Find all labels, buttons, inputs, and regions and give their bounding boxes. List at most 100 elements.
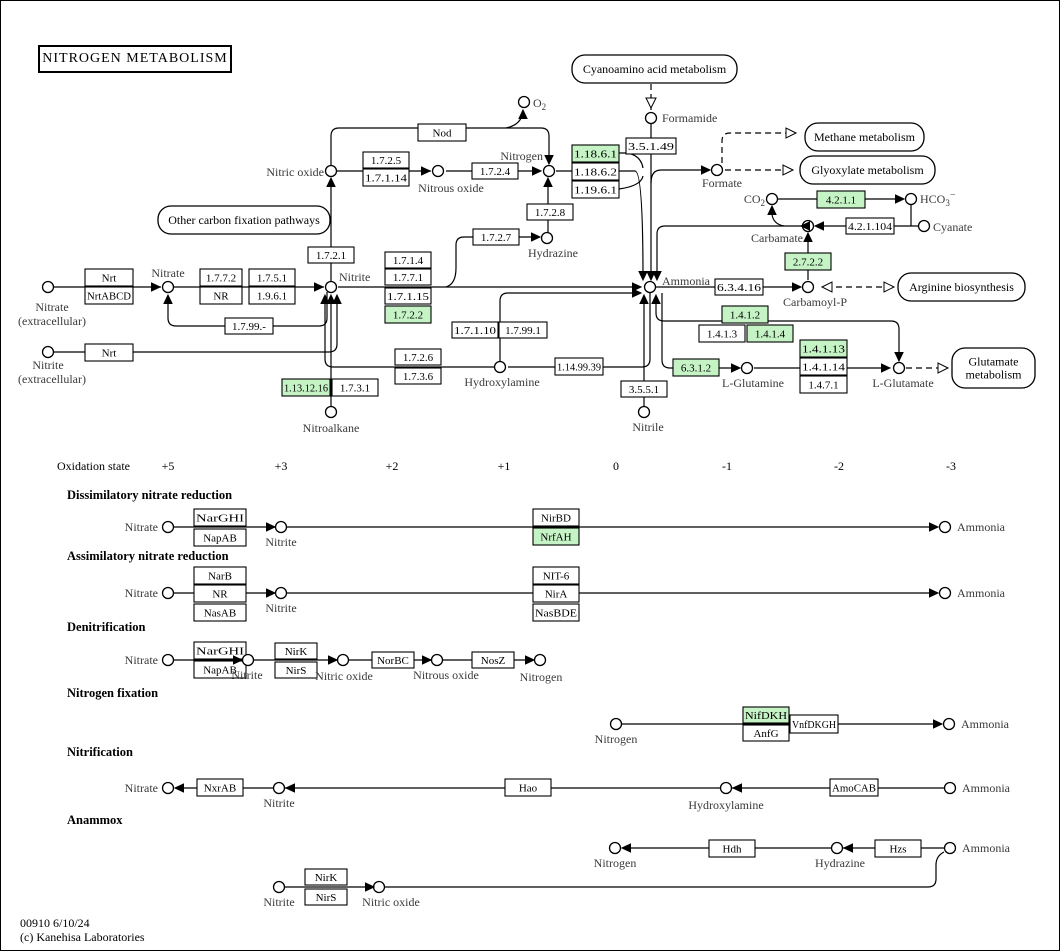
compound-ammonia[interactable] [643, 280, 657, 294]
enzyme-box-1-7-5-1[interactable] [248, 268, 296, 287]
enzyme-box-vnfdkgh[interactable] [789, 714, 839, 734]
compound-nitrite-anammox[interactable] [272, 880, 286, 894]
compound-nitrite[interactable] [324, 280, 338, 294]
enzyme-box-1-4-1-3[interactable] [698, 324, 746, 343]
enzyme-box-2-7-2-2[interactable] [784, 252, 832, 271]
compound-hydrazine-anammox[interactable] [830, 841, 844, 855]
compound-nitrous-oxide-denitr[interactable] [430, 653, 444, 667]
compound-nitrous-oxide[interactable] [431, 164, 445, 178]
enzyme-box-hdh[interactable] [708, 839, 756, 858]
enzyme-box-nxrab[interactable] [196, 778, 244, 797]
link-glyoxylate-metabolism[interactable] [799, 155, 936, 185]
compound-hydroxylamine-nitrif[interactable] [719, 781, 733, 795]
enzyme-box-nosz[interactable] [471, 651, 515, 669]
enzyme-box-amocab[interactable] [829, 778, 879, 797]
compound-nitrogen-fix[interactable] [609, 717, 623, 731]
enzyme-box-1-7-2-8[interactable] [526, 203, 574, 221]
compound-nitrate-nitrif[interactable] [161, 781, 175, 795]
enzyme-box-nirk[interactable] [304, 868, 348, 886]
enzyme-box-narghi[interactable] [193, 508, 247, 527]
enzyme-box-narghi[interactable] [193, 641, 247, 660]
enzyme-box-1-4-1-14[interactable] [799, 357, 848, 376]
compound-ammonia-diss[interactable] [938, 520, 952, 534]
link-methane-metabolism[interactable] [804, 122, 925, 152]
link-other-carbon-fixation[interactable] [157, 205, 331, 235]
enzyme-box-1-7-2-7[interactable] [472, 228, 520, 246]
compound-l-glutamine[interactable] [740, 361, 754, 375]
enzyme-box-nira[interactable] [532, 584, 580, 603]
enzyme-box-nr[interactable] [193, 584, 247, 603]
compound-nitrogen[interactable] [542, 164, 556, 178]
enzyme-box-6-3-1-2[interactable] [672, 358, 720, 377]
enzyme-box-nirbd[interactable] [532, 508, 580, 527]
enzyme-box-1-7-3-6[interactable] [394, 367, 442, 385]
enzyme-box-1-7-2-6[interactable] [394, 348, 442, 366]
enzyme-box-1-7-2-4[interactable] [471, 162, 519, 180]
enzyme-box-nrt[interactable] [84, 268, 134, 287]
compound-formate[interactable] [710, 163, 724, 177]
enzyme-box-nr[interactable] [199, 286, 243, 305]
enzyme-box-nifdkh[interactable] [742, 706, 790, 724]
enzyme-box-1-7-7-2[interactable] [199, 268, 243, 287]
enzyme-box-1-7-1-4[interactable] [384, 251, 432, 269]
enzyme-box-1-7-99-[interactable] [224, 317, 274, 335]
enzyme-box-nod[interactable] [417, 123, 467, 142]
link-arginine-biosynthesis[interactable] [897, 272, 1026, 302]
link-cyanoamino-acid-metabolism[interactable] [571, 54, 738, 84]
compound-hydroxylamine[interactable] [493, 360, 507, 374]
compound-formamide[interactable] [644, 111, 658, 125]
enzyme-box-1-7-2-1[interactable] [307, 246, 355, 264]
compound-nitric-oxide[interactable] [324, 164, 338, 178]
enzyme-box-1-4-1-13[interactable] [799, 339, 848, 358]
compound-ammonia-fix[interactable] [942, 717, 956, 731]
enzyme-box-1-7-1-14[interactable] [362, 168, 410, 187]
enzyme-box-4-2-1-1[interactable] [816, 190, 866, 209]
compound-oxygen[interactable] [517, 95, 531, 109]
enzyme-box-1-4-1-2[interactable] [721, 305, 769, 324]
enzyme-box-nit-6[interactable] [532, 566, 580, 585]
enzyme-box-1-7-2-2[interactable] [384, 305, 432, 324]
enzyme-box-1-18-6-2[interactable] [571, 162, 620, 181]
enzyme-box-4-2-1-104[interactable] [845, 217, 895, 235]
enzyme-box-1-7-1-15[interactable] [384, 287, 432, 305]
compound-nitrite-assim[interactable] [274, 586, 288, 600]
enzyme-box-1-4-1-4[interactable] [746, 324, 794, 343]
compound-co2[interactable] [765, 192, 779, 206]
compound-hydrazine[interactable] [540, 231, 554, 245]
compound-nitrite-diss[interactable] [274, 520, 288, 534]
enzyme-box-napab[interactable] [193, 660, 247, 679]
compound-hco3[interactable] [904, 192, 918, 206]
enzyme-box-anfg[interactable] [742, 724, 790, 742]
compound-nitrogen-denitr[interactable] [533, 653, 547, 667]
compound-nitrate-extracellular[interactable] [41, 280, 55, 294]
compound-nitrite-denitr[interactable] [241, 653, 255, 667]
enzyme-box-hao[interactable] [504, 778, 552, 797]
compound-nitrate-diss[interactable] [161, 520, 175, 534]
enzyme-box-3-5-5-1[interactable] [620, 380, 668, 398]
enzyme-box-1-7-7-1[interactable] [384, 268, 432, 286]
enzyme-box-1-7-1-10[interactable] [451, 321, 499, 339]
enzyme-box-hzs[interactable] [874, 839, 922, 858]
compound-nitrite-extracellular[interactable] [41, 345, 55, 359]
compound-nitrogen-anammox[interactable] [608, 841, 622, 855]
compound-nitrate-assim[interactable] [161, 586, 175, 600]
enzyme-box-1-9-6-1[interactable] [248, 286, 296, 305]
enzyme-box-1-4-7-1[interactable] [799, 375, 848, 394]
compound-carbamoyl-p[interactable] [801, 280, 815, 294]
compound-nitrite-nitrif[interactable] [272, 781, 286, 795]
compound-cyanate[interactable] [917, 219, 931, 233]
compound-ammonia-assim[interactable] [938, 586, 952, 600]
compound-nitrile[interactable] [637, 405, 651, 419]
enzyme-box-1-14-99-39[interactable] [554, 357, 604, 376]
enzyme-box-1-18-6-1[interactable] [571, 144, 620, 163]
enzyme-box-nrtabcd[interactable] [84, 286, 134, 305]
compound-nitrate[interactable] [161, 280, 175, 294]
enzyme-box-nirk[interactable] [274, 642, 318, 660]
enzyme-box-1-7-3-1[interactable] [331, 378, 379, 397]
enzyme-box-6-3-4-16[interactable] [714, 278, 764, 296]
compound-ammonia-anammox[interactable] [943, 841, 957, 855]
compound-nitrate-denitr[interactable] [161, 653, 175, 667]
compound-l-glutamate[interactable] [892, 361, 906, 375]
enzyme-box-1-7-99-1[interactable] [498, 321, 548, 339]
enzyme-box-1-7-2-5[interactable] [362, 151, 410, 169]
